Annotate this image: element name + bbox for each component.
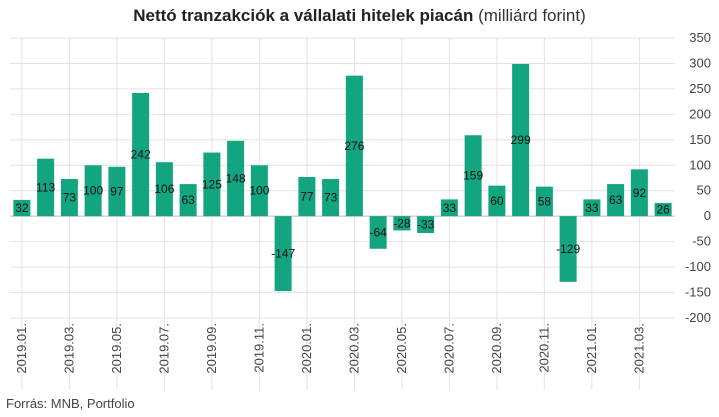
bar	[322, 179, 340, 217]
x-tick-label: 2021.03.	[631, 323, 646, 374]
data-label: 26	[656, 203, 670, 217]
x-tick-label: 2020.01.	[299, 323, 314, 374]
x-tick-label: 2019.11.	[251, 323, 266, 373]
x-tick-label: 2020.03.	[346, 323, 361, 374]
bar	[227, 140, 245, 217]
x-tick-label: 2020.07.	[441, 323, 456, 374]
data-label: 63	[609, 193, 623, 207]
chart-title: Nettó tranzakciók a vállalati hitelek pi…	[0, 6, 719, 26]
data-label: 92	[633, 186, 647, 200]
bar	[274, 216, 292, 292]
x-tick-label: 2019.03.	[61, 323, 76, 374]
data-label: 242	[131, 148, 151, 162]
y-tick-label: -100	[685, 259, 711, 274]
data-label: 60	[490, 194, 504, 208]
data-label: 100	[83, 184, 103, 198]
y-tick-label: 0	[704, 208, 711, 223]
bar	[60, 179, 78, 217]
data-label: 125	[202, 177, 222, 191]
x-tick-label: 2021.01.	[584, 323, 599, 374]
y-tick-label: 50	[697, 183, 711, 198]
bar	[535, 186, 553, 217]
bar	[203, 152, 221, 217]
bar	[108, 166, 126, 217]
x-tick-label: 2020.09.	[489, 323, 504, 374]
bar	[464, 135, 482, 217]
y-tick-label: 250	[689, 81, 711, 96]
y-tick-label: 100	[689, 157, 711, 172]
data-label: 33	[443, 201, 457, 215]
x-tick-label: 2020.11.	[536, 323, 551, 373]
bar	[583, 199, 601, 217]
bar	[607, 184, 625, 217]
x-tick-label: 2019.07.	[156, 323, 171, 374]
y-tick-label: 350	[689, 30, 711, 45]
data-label: 106	[154, 182, 174, 196]
data-label: -64	[369, 225, 387, 239]
data-label: 276	[344, 139, 364, 153]
bar	[369, 216, 387, 249]
data-label: 159	[463, 169, 483, 183]
data-label: 32	[15, 201, 29, 215]
data-label: -28	[393, 216, 411, 230]
bar	[417, 216, 435, 233]
bar	[37, 158, 55, 217]
bar	[298, 176, 316, 217]
y-tick-label: 300	[689, 55, 711, 70]
data-label: 100	[249, 184, 269, 198]
chart-title-main: Nettó tranzakciók a vállalati hitelek pi…	[133, 6, 474, 25]
data-label: -147	[271, 247, 295, 261]
data-label: 73	[63, 191, 77, 205]
data-label: 58	[538, 194, 552, 208]
x-tick-label: 2019.01.	[14, 323, 29, 374]
data-label: 33	[585, 201, 599, 215]
bar	[512, 63, 530, 217]
bar	[155, 162, 173, 217]
x-tick-label: 2019.05.	[109, 323, 124, 374]
bar	[440, 199, 458, 217]
y-tick-label: 200	[689, 106, 711, 121]
bar	[132, 92, 150, 217]
bar	[345, 75, 363, 217]
bar	[250, 165, 268, 217]
bar	[630, 169, 648, 217]
data-label: 73	[324, 191, 338, 205]
data-label: -129	[556, 242, 580, 256]
bar	[559, 216, 577, 282]
bar	[393, 216, 411, 231]
x-tick-label: 2020.05.	[394, 323, 409, 374]
data-label: -33	[417, 218, 435, 232]
y-tick-label: -150	[685, 285, 711, 300]
chart-title-unit: (milliárd forint)	[478, 6, 586, 25]
bar	[84, 165, 102, 217]
bar	[179, 184, 197, 217]
data-label: 113	[36, 180, 55, 194]
y-tick-label: 150	[689, 132, 711, 147]
source-note: Forrás: MNB, Portfolio	[6, 396, 135, 411]
bar	[654, 202, 672, 217]
data-label: 299	[511, 133, 531, 147]
data-label: 148	[226, 172, 246, 186]
y-tick-label: -200	[685, 310, 711, 325]
y-tick-label: -50	[692, 234, 711, 249]
x-tick-label: 2019.09.	[204, 323, 219, 374]
data-label: 77	[300, 190, 314, 204]
bar	[488, 185, 506, 217]
bar	[13, 199, 31, 217]
data-label: 97	[110, 184, 124, 198]
data-label: 63	[181, 193, 195, 207]
